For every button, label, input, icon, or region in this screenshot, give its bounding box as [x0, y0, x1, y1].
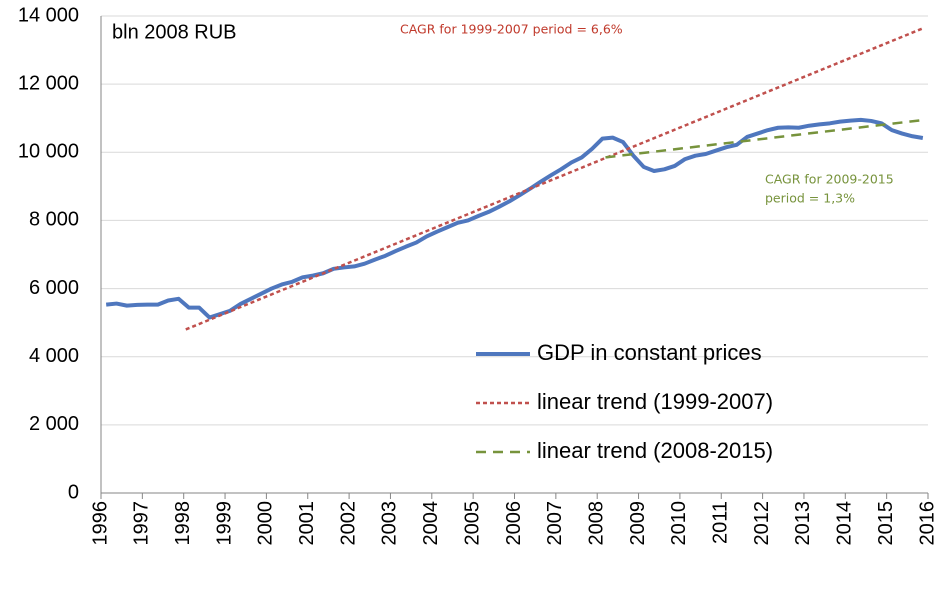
- cagr-annotation: CAGR for 2009-2015: [765, 172, 894, 187]
- x-tick-label: 1996: [89, 501, 111, 546]
- unit-label: bln 2008 RUB: [112, 21, 237, 43]
- x-tick-label: 2011: [710, 501, 732, 544]
- x-tick-label: 2005: [461, 501, 483, 545]
- line-series: [605, 118, 925, 159]
- x-tick-label: 2016: [916, 501, 938, 546]
- y-tick-label: 2 000: [29, 413, 79, 435]
- y-tick-label: 6 000: [29, 277, 79, 299]
- cagr-annotation: period = 1,3%: [765, 191, 855, 206]
- x-tick-label: 2012: [751, 501, 773, 546]
- y-tick-label: 8 000: [29, 209, 79, 231]
- y-tick-label: 10 000: [18, 141, 79, 163]
- legend-label: linear trend (2008-2015): [537, 438, 773, 463]
- x-tick-label: 2009: [627, 501, 649, 546]
- y-tick-label: 14 000: [18, 4, 79, 26]
- x-tick-label: 2015: [875, 501, 897, 546]
- x-tick-label: 2001: [296, 501, 318, 546]
- legend-label: GDP in constant prices: [537, 340, 762, 365]
- x-tick-label: 2008: [585, 501, 607, 546]
- x-tick-label: 2013: [792, 501, 814, 546]
- x-tick-label: 1999: [213, 501, 235, 546]
- x-tick-label: 1997: [131, 501, 153, 546]
- x-tick-label: 2000: [255, 501, 277, 546]
- legend-label: linear trend (1999-2007): [537, 389, 773, 414]
- x-tick-label: 1998: [172, 501, 194, 546]
- x-tick-label: 2004: [420, 501, 442, 546]
- x-tick-label: 2003: [379, 501, 401, 546]
- cagr-annotation: CAGR for 1999-2007 period = 6,6%: [400, 22, 623, 37]
- y-tick-label: 12 000: [18, 72, 79, 94]
- y-tick-label: 0: [68, 481, 79, 503]
- x-tick-label: 2007: [544, 501, 566, 546]
- x-tick-label: 2010: [668, 501, 690, 546]
- x-tick-label: 2002: [337, 501, 359, 546]
- x-tick-label: 2006: [503, 501, 525, 546]
- y-tick-label: 4 000: [29, 345, 79, 367]
- x-tick-label: 2014: [834, 501, 856, 546]
- line-series: [105, 117, 924, 320]
